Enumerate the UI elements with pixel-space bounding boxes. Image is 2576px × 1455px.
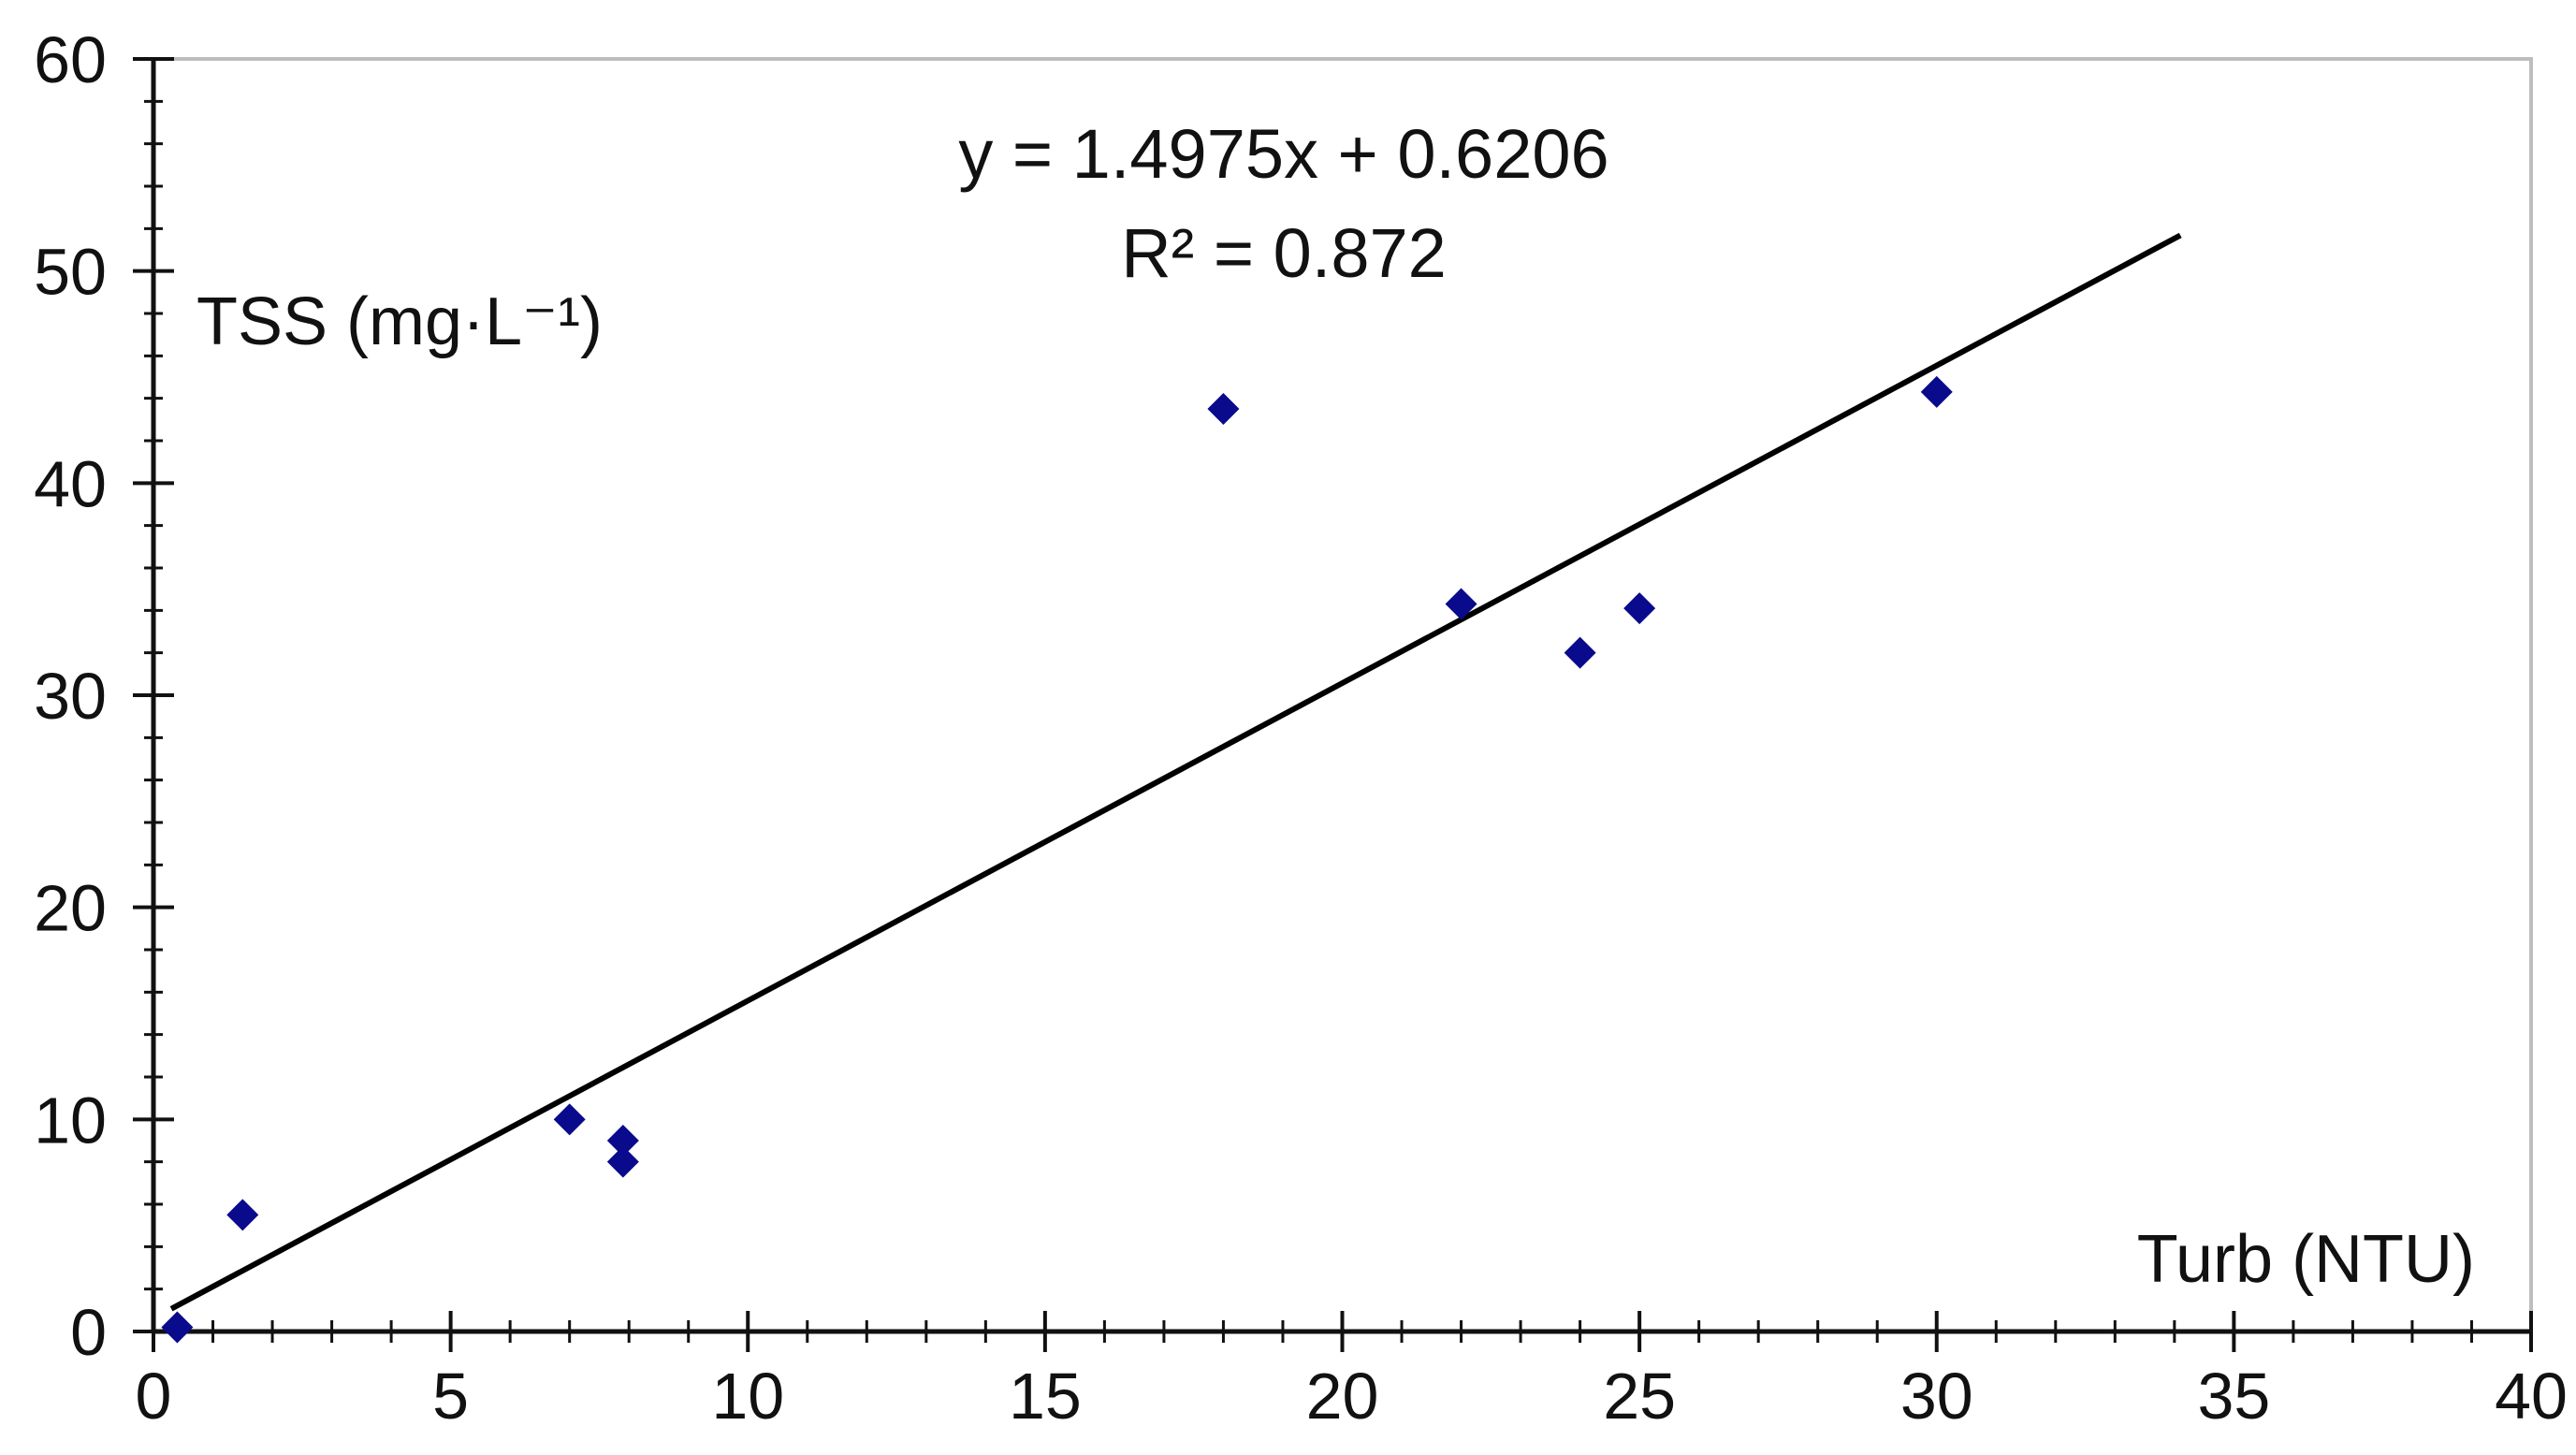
r-squared-label: R² = 0.872 [1121, 214, 1447, 292]
equation-label: y = 1.4975x + 0.6206 [958, 115, 1608, 193]
x-tick-label: 15 [1009, 1360, 1082, 1433]
x-tick-label: 20 [1306, 1360, 1379, 1433]
trendline [169, 232, 2182, 1312]
data-point [161, 1311, 194, 1344]
x-tick-labels: 0 5 10 15 20 25 30 35 40 [136, 1360, 2568, 1433]
x-tick-label: 40 [2495, 1360, 2568, 1433]
x-tick-label: 35 [2197, 1360, 2270, 1433]
data-point [1207, 393, 1240, 425]
data-point [606, 1145, 639, 1178]
data-point [1445, 588, 1477, 620]
x-tick-label: 25 [1603, 1360, 1676, 1433]
y-tick-label: 0 [70, 1296, 107, 1369]
x-axis-title: Turb (NTU) [2137, 1222, 2475, 1297]
x-tick-label: 10 [711, 1360, 784, 1433]
data-points [161, 375, 1953, 1344]
x-tick-label: 5 [432, 1360, 469, 1433]
data-point [226, 1199, 259, 1231]
y-tick-label: 20 [34, 872, 107, 945]
y-tick-label: 60 [34, 23, 107, 96]
y-tick-label: 10 [34, 1084, 107, 1157]
y-tick-label: 40 [34, 447, 107, 520]
y-tick-label: 50 [34, 236, 107, 309]
data-point [1920, 375, 1953, 408]
data-point [553, 1103, 586, 1136]
y-axis-title: TSS (mg·L⁻¹) [196, 284, 603, 359]
data-point [606, 1125, 639, 1157]
y-tick-label: 30 [34, 660, 107, 733]
x-tick-label: 0 [136, 1360, 172, 1433]
data-point [1623, 592, 1656, 625]
data-point [1564, 636, 1596, 669]
y-tick-labels: 0 10 20 30 40 50 60 [34, 23, 107, 1369]
x-tick-label: 30 [1900, 1360, 1973, 1433]
